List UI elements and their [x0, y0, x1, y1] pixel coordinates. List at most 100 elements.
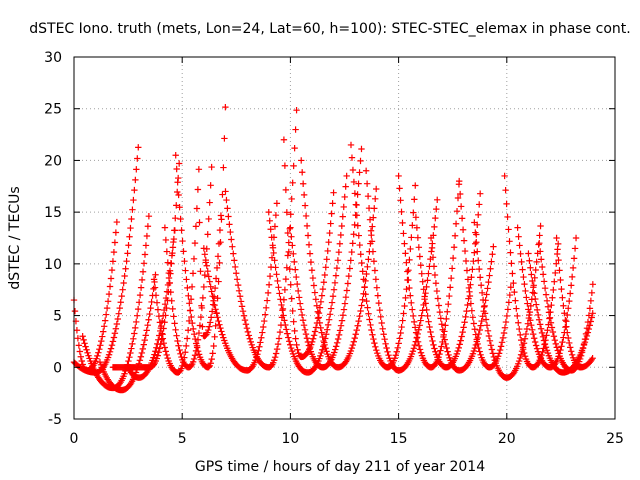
data-point	[471, 326, 478, 333]
data-point	[424, 312, 431, 320]
data-point	[326, 229, 333, 237]
data-point	[214, 253, 222, 260]
data-point	[404, 268, 411, 275]
data-point	[403, 259, 410, 266]
data-point	[306, 250, 314, 257]
data-point	[477, 351, 484, 358]
data-point	[461, 247, 469, 255]
data-point	[285, 334, 292, 341]
data-point	[376, 306, 383, 314]
data-point	[414, 338, 422, 345]
data-point	[244, 328, 252, 336]
data-point	[369, 331, 376, 338]
data-point	[410, 318, 418, 326]
data-point	[466, 292, 474, 300]
y-tick-label: -5	[48, 412, 62, 428]
series-pass-18	[362, 167, 441, 374]
data-point	[516, 325, 523, 333]
data-point	[154, 306, 162, 313]
data-point	[133, 318, 140, 326]
data-point	[111, 239, 119, 246]
data-point	[167, 288, 174, 296]
data-point	[505, 226, 512, 233]
data-point	[273, 200, 281, 207]
data-point	[460, 324, 467, 331]
data-point	[281, 162, 289, 169]
data-point	[558, 285, 565, 293]
data-point	[343, 287, 351, 294]
data-point	[477, 322, 484, 329]
data-point	[411, 196, 418, 203]
data-markers	[70, 103, 597, 394]
y-tick-label: 15	[44, 205, 62, 221]
data-point	[350, 178, 358, 186]
data-point	[125, 242, 132, 249]
data-point	[409, 348, 417, 355]
data-point	[127, 349, 134, 357]
data-point	[467, 300, 475, 307]
data-point	[441, 336, 448, 343]
data-point	[113, 218, 121, 226]
series-pass-6	[124, 227, 179, 381]
data-point	[317, 298, 325, 306]
data-point	[372, 276, 380, 283]
data-point	[284, 229, 292, 237]
data-point	[323, 348, 330, 355]
data-point	[567, 344, 574, 351]
data-point	[283, 264, 291, 271]
data-point	[356, 169, 363, 176]
data-point	[213, 264, 221, 272]
data-point	[437, 347, 444, 354]
data-point	[529, 277, 536, 285]
data-point	[129, 340, 136, 348]
data-point	[517, 250, 524, 258]
data-point	[516, 354, 524, 362]
data-point	[240, 312, 248, 319]
data-point	[215, 240, 223, 247]
data-point	[435, 302, 443, 309]
data-point	[163, 248, 171, 255]
data-point	[190, 255, 198, 262]
data-point	[428, 333, 435, 340]
data-point	[440, 331, 447, 339]
data-point	[521, 280, 528, 288]
data-point	[462, 257, 470, 265]
data-point	[285, 239, 292, 246]
data-point	[564, 329, 571, 336]
data-point	[516, 242, 523, 249]
data-point	[434, 196, 441, 203]
data-point	[395, 340, 402, 347]
data-point	[101, 317, 109, 324]
data-point	[75, 342, 83, 349]
data-point	[411, 341, 419, 349]
data-point	[567, 282, 575, 289]
data-point	[366, 216, 374, 223]
data-point	[104, 298, 112, 305]
data-point	[136, 291, 144, 299]
data-point	[151, 284, 159, 291]
data-point	[514, 312, 521, 320]
data-point	[547, 319, 555, 326]
data-point	[449, 254, 457, 262]
data-point	[536, 321, 544, 328]
series-pass-22	[455, 177, 515, 371]
data-point	[323, 331, 330, 338]
data-point	[363, 297, 370, 305]
data-point	[187, 307, 194, 314]
data-point	[162, 294, 170, 302]
data-point	[322, 345, 329, 352]
data-point	[171, 227, 179, 234]
data-point	[363, 270, 370, 278]
y-tick-label: 25	[44, 102, 62, 118]
y-tick-label: 10	[44, 257, 62, 273]
data-point	[551, 278, 558, 285]
data-point	[348, 344, 356, 352]
data-point	[517, 331, 524, 339]
data-point	[326, 311, 334, 318]
x-tick-labels: 0 5 10 15 20 25	[70, 431, 624, 447]
data-point	[410, 209, 417, 216]
data-point	[437, 315, 444, 322]
data-point	[527, 264, 534, 271]
data-point	[136, 357, 144, 364]
data-point	[152, 292, 160, 299]
